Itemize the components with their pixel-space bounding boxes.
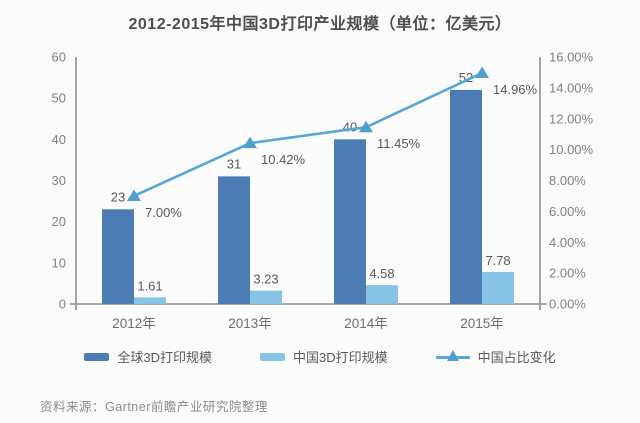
triangle-marker-icon bbox=[446, 350, 459, 361]
left-axis-tick-label: 60 bbox=[52, 50, 66, 65]
right-axis-tick-label: 6.00% bbox=[549, 204, 586, 219]
chart-title: 2012-2015年中国3D打印产业规模（单位：亿美元） bbox=[128, 16, 512, 33]
legend-label-global: 全球3D打印规模 bbox=[117, 350, 212, 365]
right-axis-tick-label: 14.00% bbox=[549, 80, 594, 95]
ratio-line bbox=[133, 71, 483, 198]
right-axis-tick-label: 8.00% bbox=[549, 173, 586, 188]
china-bar-swatch bbox=[259, 352, 285, 361]
global-bar-value-label: 23 bbox=[111, 189, 125, 204]
china-bar-value-label: 4.58 bbox=[369, 266, 394, 281]
left-axis-tick-label: 10 bbox=[52, 255, 66, 270]
category-label: 2013年 bbox=[228, 316, 272, 331]
global-bar bbox=[218, 176, 250, 304]
global-bar-value-label: 40 bbox=[343, 119, 357, 134]
global-bar-value-label: 31 bbox=[227, 156, 241, 171]
china-bar bbox=[482, 271, 514, 304]
ratio-point-marker bbox=[475, 66, 489, 79]
left-axis-tick-label: 20 bbox=[52, 214, 66, 229]
global-bar bbox=[450, 89, 482, 304]
left-axis-tick-label: 0 bbox=[59, 297, 66, 312]
category-label: 2012年 bbox=[112, 316, 156, 331]
ratio-value-label: 7.00% bbox=[145, 205, 182, 220]
right-axis-tick-label: 0.00% bbox=[549, 297, 586, 312]
ratio-point-marker bbox=[243, 136, 257, 149]
legend-item-global: 全球3D打印规模 bbox=[84, 347, 212, 366]
ratio-value-label: 10.42% bbox=[261, 152, 306, 167]
right-axis-tick-label: 16.00% bbox=[549, 50, 594, 65]
left-axis-tick-label: 30 bbox=[52, 173, 66, 188]
ratio-line-swatch bbox=[435, 350, 470, 363]
ratio-point-marker bbox=[127, 189, 141, 201]
chart-legend: 全球3D打印规模 中国3D打印规模 中国占比变化 bbox=[0, 347, 640, 366]
source-note: 资料来源：Gartner前瞻产业研究院整理 bbox=[40, 400, 268, 414]
left-axis-tick-label: 40 bbox=[52, 132, 66, 147]
china-bar bbox=[134, 297, 166, 304]
global-bar-swatch bbox=[84, 352, 110, 361]
ratio-value-label: 14.96% bbox=[493, 82, 538, 97]
right-axis-tick-label: 2.00% bbox=[549, 266, 586, 281]
right-axis-tick-label: 12.00% bbox=[549, 111, 594, 126]
category-label: 2015年 bbox=[460, 316, 504, 331]
left-axis-tick-label: 50 bbox=[52, 91, 66, 106]
right-axis-tick-label: 10.00% bbox=[549, 142, 594, 157]
right-axis-tick-label: 4.00% bbox=[549, 235, 586, 250]
ratio-point-marker bbox=[359, 120, 373, 133]
china-bar-value-label: 7.78 bbox=[485, 253, 510, 268]
global-bar bbox=[102, 209, 134, 304]
category-label: 2014年 bbox=[344, 316, 388, 331]
legend-label-ratio: 中国占比变化 bbox=[477, 350, 556, 365]
legend-item-ratio: 中国占比变化 bbox=[435, 347, 556, 366]
legend-item-china: 中国3D打印规模 bbox=[259, 347, 388, 366]
china-bar bbox=[250, 290, 282, 304]
legend-label-china: 中国3D打印规模 bbox=[292, 350, 388, 365]
china-bar-value-label: 3.23 bbox=[253, 272, 278, 287]
ratio-value-label: 11.45% bbox=[377, 136, 421, 151]
global-bar bbox=[334, 139, 366, 304]
china-bar bbox=[366, 285, 398, 304]
china-bar-value-label: 1.61 bbox=[137, 278, 162, 293]
